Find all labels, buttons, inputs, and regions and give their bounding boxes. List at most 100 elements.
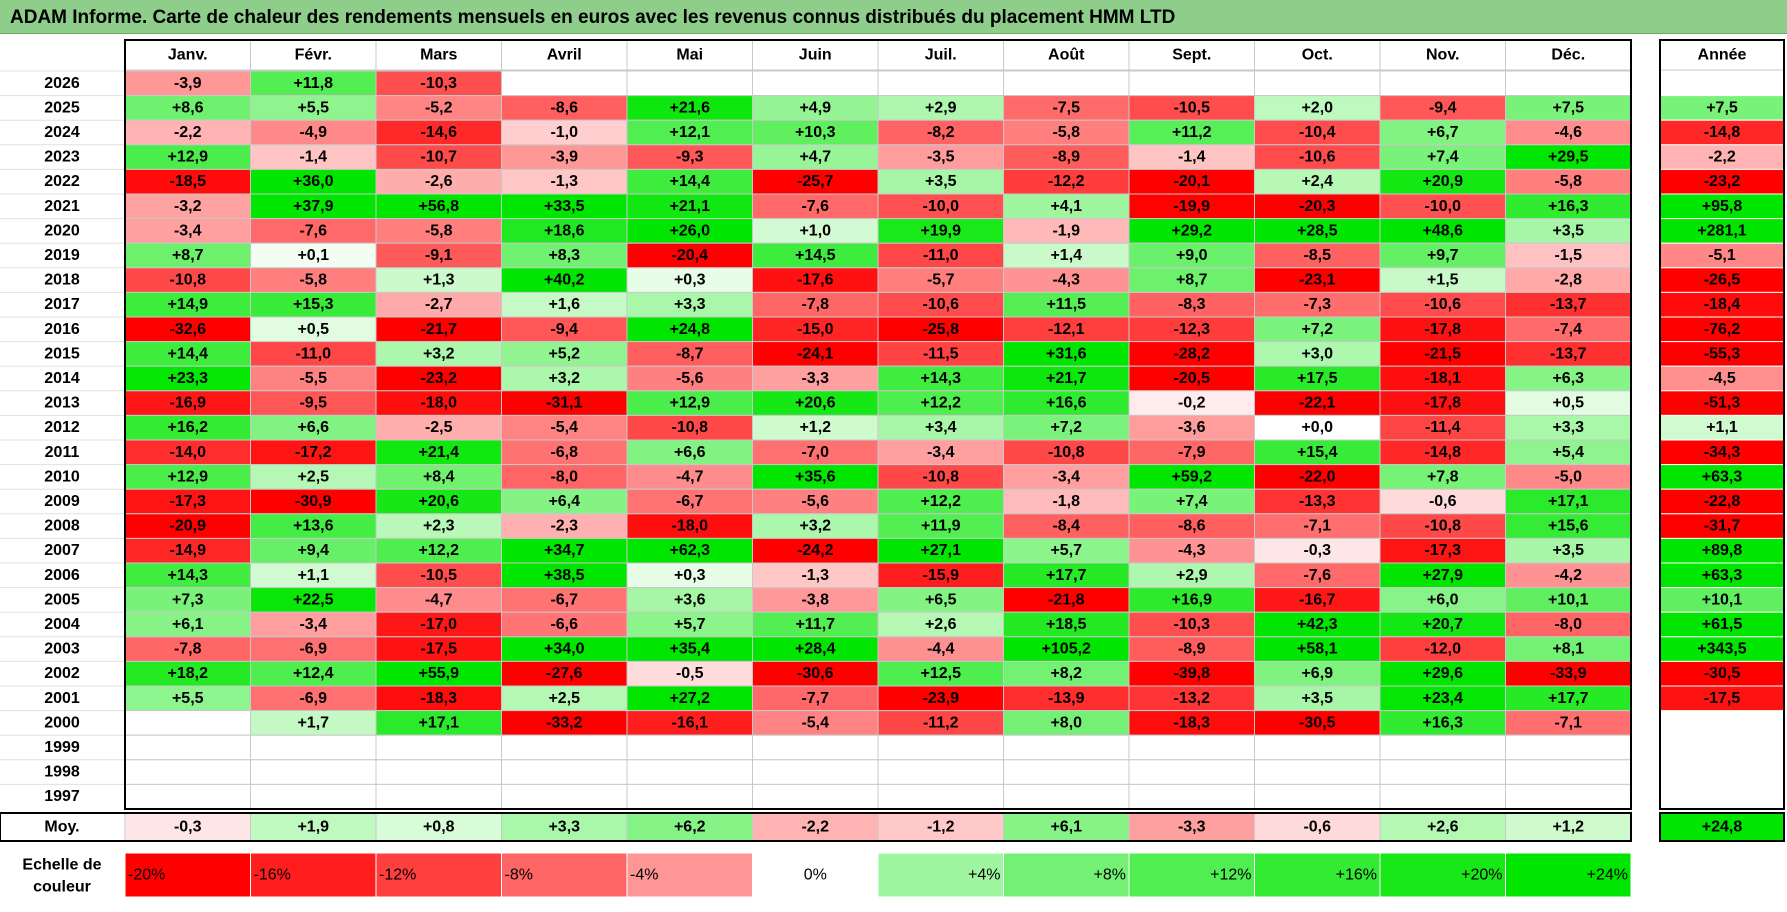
- row-year-label: 2019: [44, 247, 80, 264]
- cell-value: +27,9: [1423, 567, 1464, 584]
- cell-value: +42,3: [1297, 616, 1338, 633]
- average-value: -3,3: [1178, 819, 1206, 836]
- cell-value: +4,9: [799, 99, 831, 116]
- row-year-label: 2022: [44, 173, 80, 190]
- cell-value: -5,8: [299, 272, 327, 289]
- heatmap-cell: [1254, 168, 1381, 195]
- cell-value: +3,2: [548, 370, 580, 387]
- cell-value: +17,5: [1297, 370, 1338, 387]
- heatmap-cell: [1505, 119, 1632, 146]
- cell-value: -12,3: [1174, 321, 1211, 338]
- heatmap-cell: [1379, 488, 1506, 515]
- cell-value: +58,1: [1297, 641, 1338, 658]
- heatmap-cell: [626, 291, 753, 318]
- cell-value: +12,1: [670, 124, 711, 141]
- cell-value: +8,4: [423, 468, 455, 485]
- heatmap-cell: [501, 636, 628, 662]
- heatmap-cell: [250, 562, 377, 589]
- heatmap-cell: [250, 291, 377, 318]
- cell-value: +1,7: [297, 714, 329, 731]
- cell-value: -25,7: [797, 173, 834, 190]
- heatmap-cell: [1128, 636, 1255, 662]
- average-value: +6,2: [674, 819, 706, 836]
- cell-value: +5,5: [297, 99, 329, 116]
- scale-step-label: -20%: [128, 867, 165, 884]
- heatmap-cell: [626, 759, 753, 785]
- heatmap-cell: [1379, 513, 1506, 539]
- heatmap-cell: [375, 70, 502, 97]
- average-value: -0,3: [174, 819, 202, 836]
- cell-value: +7,5: [1552, 99, 1584, 116]
- cell-value: +17,1: [1548, 493, 1589, 510]
- annual-border: [1659, 39, 1785, 810]
- cell-value: -5,8: [1554, 173, 1582, 190]
- cell-value: +2,4: [1301, 173, 1333, 190]
- heatmap-cell: [1379, 267, 1506, 293]
- heatmap-cell: [877, 341, 1004, 367]
- cell-value: +8,1: [1552, 641, 1584, 658]
- cell-value: +5,4: [1552, 444, 1584, 461]
- heatmap-cell: [1379, 168, 1506, 195]
- heatmap-cell: [1128, 242, 1255, 269]
- heatmap-cell: [626, 464, 753, 490]
- cell-value: -0,2: [1178, 395, 1206, 412]
- cell-value: +18,6: [544, 222, 585, 239]
- cell-value: +35,6: [795, 468, 836, 485]
- cell-value: +26,0: [670, 222, 711, 239]
- cell-value: -3,8: [801, 591, 829, 608]
- heatmap-cell: [1003, 783, 1130, 810]
- heatmap-cell: [626, 488, 753, 515]
- heatmap-cell: [626, 611, 753, 638]
- cell-value: +14,9: [168, 296, 209, 313]
- cell-value: -19,9: [1174, 198, 1211, 215]
- cell-value: -9,5: [299, 395, 327, 412]
- average-value: +1,2: [1552, 819, 1584, 836]
- cell-value: -30,6: [797, 665, 834, 682]
- heatmap-cell: [752, 537, 879, 564]
- cell-value: +11,7: [795, 616, 835, 633]
- heatmap-cell: [877, 783, 1004, 810]
- heatmap-cell: [501, 488, 628, 515]
- heatmap-cell: [1505, 144, 1632, 170]
- cell-value: -31,1: [546, 395, 583, 412]
- heatmap-cell: [1379, 710, 1506, 736]
- annual-cell: [1659, 95, 1785, 121]
- cell-value: -3,4: [299, 616, 327, 633]
- cell-value: -13,7: [1550, 296, 1587, 313]
- heatmap-cell: [1254, 95, 1381, 121]
- cell-value: -18,5: [170, 173, 207, 190]
- row-year-label: 2016: [44, 321, 80, 338]
- cell-value: +21,7: [1046, 370, 1087, 387]
- heatmap-cell: [1505, 316, 1632, 343]
- cell-value: +15,4: [1297, 444, 1338, 461]
- cell-value: -4,3: [1052, 272, 1080, 289]
- heatmap-cell: [626, 365, 753, 392]
- cell-value: -5,6: [676, 370, 704, 387]
- month-header-label: Mai: [676, 47, 703, 64]
- heatmap-cell: [1379, 660, 1506, 687]
- cell-value: +12,9: [168, 468, 209, 485]
- cell-value: +2,5: [297, 468, 329, 485]
- cell-value: +6,9: [1301, 665, 1333, 682]
- cell-value: +27,2: [670, 690, 711, 707]
- average-annual-cell: [1659, 812, 1785, 842]
- heatmap-cell: [626, 734, 753, 761]
- cell-value: +3,2: [423, 345, 455, 362]
- cell-value: +34,7: [544, 542, 585, 559]
- cell-value: +8,0: [1050, 714, 1082, 731]
- heatmap-cell: [752, 660, 879, 687]
- annual-value: -2,2: [1708, 149, 1736, 166]
- scale-step-label: +20%: [1461, 867, 1502, 884]
- heatmap-cell: [1379, 365, 1506, 392]
- average-value: -2,2: [801, 819, 829, 836]
- row-year-label: 1998: [44, 764, 80, 781]
- scale-step-label: +24%: [1587, 867, 1628, 884]
- average-cell: [1505, 812, 1632, 842]
- annual-value: -4,5: [1708, 370, 1736, 387]
- heatmap-cell: [1128, 193, 1255, 220]
- cell-value: -2,7: [425, 296, 453, 313]
- cell-value: +56,8: [419, 198, 460, 215]
- cell-value: -17,5: [421, 641, 458, 658]
- heatmap-cell: [250, 365, 377, 392]
- heatmap-cell: [752, 291, 879, 318]
